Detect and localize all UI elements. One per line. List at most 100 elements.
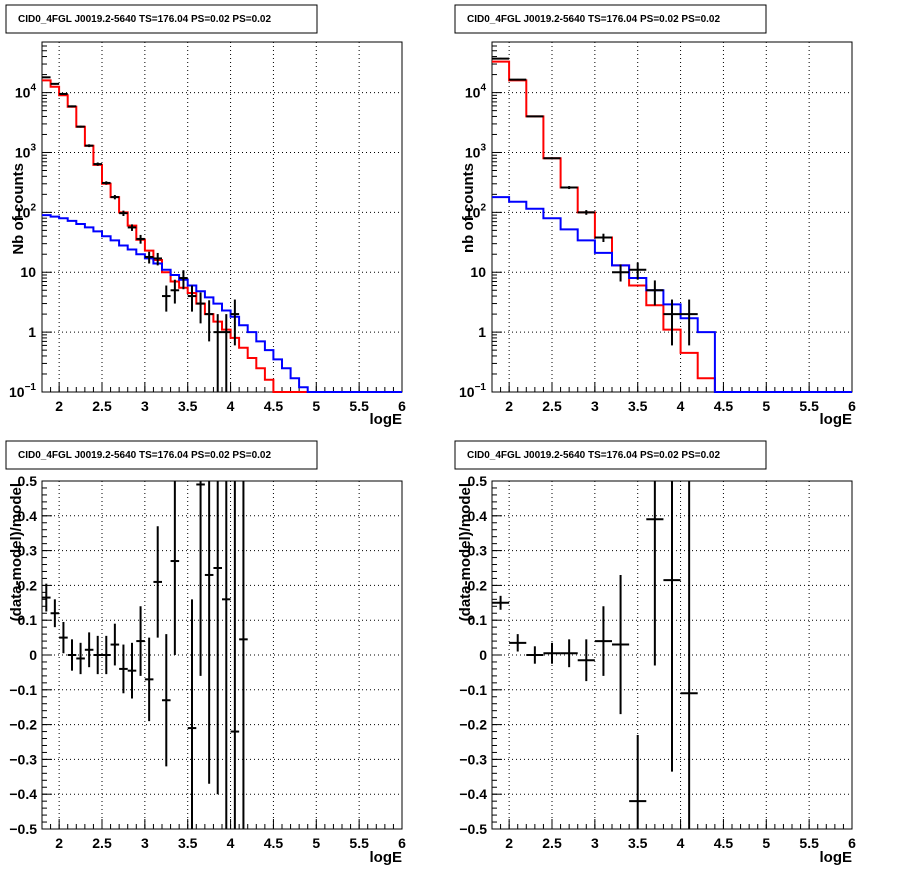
data-point [663,481,681,772]
x-axis-label: logE [820,411,853,428]
data-point [222,481,231,829]
data-point [492,57,510,60]
data-point [204,481,214,784]
x-tick-label: 2.5 [542,835,562,851]
x-tick-label: 2 [505,398,513,414]
y-tick-label: 0.1 [18,612,38,628]
data-point [204,300,214,342]
y-tick-label: 104 [465,83,487,101]
y-tick-label: 1 [28,324,36,340]
x-tick-label: 2.5 [92,835,112,851]
data-point [187,285,197,312]
pad-bottom-right: CID0_4FGL J0019.2-5640 TS=176.04 PS=0.02… [454,440,856,866]
data-point [50,599,60,628]
data-point [67,105,77,108]
x-tick-label: 4.5 [264,835,284,851]
x-axis-label: logE [370,849,403,866]
x-tick-label: 4 [227,398,235,414]
x-tick-label: 4 [677,835,685,851]
x-tick-label: 6 [398,835,406,851]
data-point [560,639,578,668]
y-tick-label: −0.4 [459,786,487,802]
pad-title: CID0_4FGL J0019.2-5640 TS=176.04 PS=0.02… [18,14,271,25]
data-point [84,632,94,668]
y-tick-label: −0.5 [9,821,37,837]
plot-counts-left: 2 2.5 3 3.5 4 4.5 5 5.5 6 10−1 1 10 102 103 104 [9,41,406,414]
data-point [577,210,595,215]
x-tick-label: 3.5 [178,835,198,851]
data-point [162,285,171,312]
x-tick-label: 3 [141,398,149,414]
data-point [509,634,527,652]
x-tick-label: 5 [762,398,770,414]
data-point [162,634,171,767]
y-tick-label: −0.3 [9,751,37,767]
x-tick-label: 2 [55,835,63,851]
y-tick-label: 102 [15,202,37,220]
data-point [594,606,612,676]
data-point [213,314,222,392]
data-point [577,639,595,682]
y-tick-label: 10 [20,264,36,280]
y-tick-label: 0 [29,647,37,663]
x-tick-label: 5.5 [799,835,819,851]
x-tick-label: 4 [677,398,685,414]
data-point [67,639,77,671]
x-tick-label: 5 [312,835,320,851]
pad-top-left: CID0_4FGL J0019.2-5640 TS=176.04 PS=0.02… [5,4,406,428]
x-tick-label: 6 [848,398,856,414]
y-tick-label: −0.2 [9,717,37,733]
x-tick-label: 5.5 [349,835,369,851]
data-point [144,251,154,264]
x-tick-label: 2.5 [92,398,112,414]
x-tick-label: 6 [848,835,856,851]
data-point [222,314,231,392]
model-histogram [492,196,852,393]
data-point [136,606,145,676]
data-point [127,642,137,699]
y-axis-label: nb of counts [460,163,477,253]
pad-title: CID0_4FGL J0019.2-5640 TS=176.04 PS=0.02… [467,450,720,461]
x-tick-label: 4.5 [714,398,734,414]
y-tick-label: −0.1 [9,682,37,698]
x-tick-label: 5 [312,398,320,414]
pad-title-box [5,440,318,470]
y-tick-label: 0.1 [468,612,488,628]
data-point [230,299,240,346]
y-tick-label: 1 [478,324,486,340]
model-histogram [42,79,402,393]
y-tick-label: −0.4 [9,786,37,802]
x-tick-label: 4.5 [264,398,284,414]
x-tick-label: 3 [591,398,599,414]
data-point [84,144,94,148]
data-point [239,481,248,829]
data-point [76,642,85,675]
x-tick-label: 3.5 [628,398,648,414]
data-point [646,481,664,666]
y-tick-label: 0 [479,647,487,663]
x-axis-label: logE [370,411,403,428]
data-point [526,115,544,118]
y-axis-label: (data-model)/model [8,483,25,621]
pad-title-box [454,4,767,34]
y-tick-label: 10−1 [9,382,36,400]
data-point [526,646,544,664]
data-point [110,623,120,666]
x-tick-label: 5.5 [349,398,369,414]
data-point [543,157,561,160]
data-point [153,252,162,266]
x-tick-label: 3.5 [628,835,648,851]
data-point [119,644,128,694]
data-point [127,224,137,231]
data-point [543,642,561,664]
y-tick-label: 0.2 [18,577,38,593]
pad-title: CID0_4FGL J0019.2-5640 TS=176.04 PS=0.02… [18,450,271,461]
data-point [509,78,527,81]
x-tick-label: 4.5 [714,835,734,851]
data-point [102,635,111,675]
data-point [76,125,85,128]
data-point [196,481,205,676]
y-tick-label: 0.3 [468,543,488,559]
data-point [59,621,68,654]
